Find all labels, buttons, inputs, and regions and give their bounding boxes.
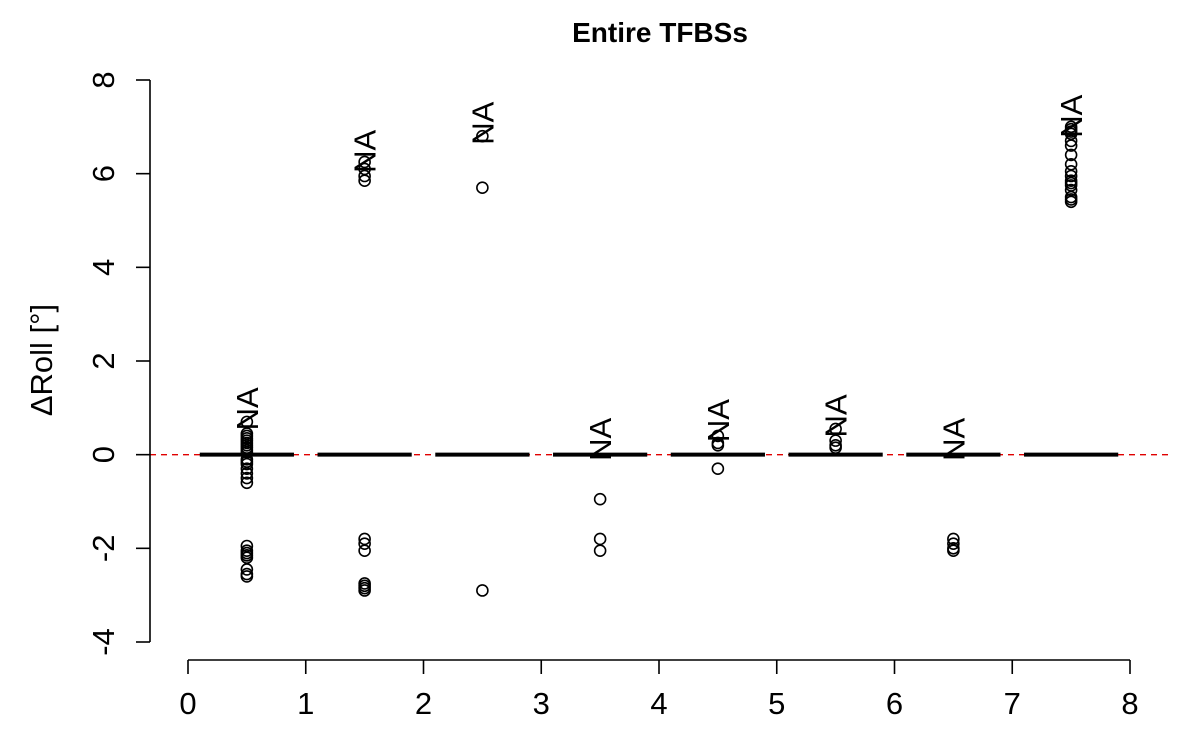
outlier-point	[711, 438, 725, 452]
outlier-point	[829, 441, 842, 454]
na-label: NA	[348, 129, 383, 172]
y-tick-label: 0	[86, 446, 121, 463]
outlier-point	[593, 532, 607, 546]
outlier-point	[1064, 134, 1078, 148]
na-label: NA	[583, 417, 618, 460]
na-label: NA	[1054, 94, 1089, 137]
outlier-point	[1064, 195, 1078, 209]
outlier-point	[240, 457, 254, 471]
outlier-point	[240, 570, 254, 583]
outlier-point	[240, 467, 254, 480]
y-tick-label: 4	[86, 259, 121, 276]
outlier-point	[593, 544, 607, 557]
outlier-point	[240, 476, 254, 490]
outlier-point	[1064, 148, 1078, 162]
x-tick-label: 0	[179, 686, 196, 721]
outlier-point	[947, 537, 960, 550]
y-tick-label: 8	[86, 71, 121, 88]
x-tick-label: 7	[1004, 686, 1021, 721]
x-tick-label: 6	[886, 686, 903, 721]
outlier-point	[358, 155, 371, 169]
x-tick-label: 5	[768, 686, 785, 721]
outlier-point	[358, 169, 371, 183]
y-tick-label: 6	[86, 165, 121, 182]
chart-title: Entire TFBSs	[572, 17, 748, 48]
outlier-point	[358, 174, 371, 187]
outlier-point	[711, 462, 725, 476]
na-label: NA	[936, 417, 971, 460]
outlier-point	[829, 434, 842, 447]
x-tick-label: 1	[297, 686, 314, 721]
y-axis: -4 -2 0 2 4 6 8	[86, 71, 151, 656]
na-label: NA	[701, 399, 736, 442]
outlier-point	[358, 544, 371, 557]
outlier-point	[947, 544, 960, 557]
y-axis-label: ΔRoll [°]	[24, 304, 59, 416]
outlier-point	[593, 492, 607, 506]
x-tick-label: 2	[415, 686, 432, 721]
outlier-point	[476, 584, 489, 597]
x-tick-label: 8	[1121, 686, 1138, 721]
y-tick-label: -2	[86, 535, 121, 563]
outlier-point	[240, 471, 254, 485]
na-labels: NA NA NA NA NA NA NA NA	[230, 94, 1089, 461]
outlier-point	[1064, 169, 1078, 183]
outlier-point	[476, 129, 489, 143]
na-label: NA	[465, 101, 500, 144]
outlier-point	[1064, 139, 1078, 152]
outlier-point	[240, 462, 254, 476]
outlier-point	[711, 429, 725, 443]
y-tick-label: 2	[86, 352, 121, 369]
outlier-point	[358, 537, 371, 550]
outlier-points	[240, 120, 1078, 597]
na-label: NA	[230, 387, 265, 430]
outlier-point	[358, 584, 371, 597]
outlier-point	[240, 563, 254, 576]
na-label: NA	[819, 394, 854, 437]
x-tick-label: 4	[650, 686, 667, 721]
outlier-point	[476, 181, 489, 195]
y-tick-label: -4	[86, 628, 121, 656]
x-axis: 0 1 2 3 4 5 6 7 8	[179, 659, 1139, 721]
x-tick-label: 3	[533, 686, 550, 721]
